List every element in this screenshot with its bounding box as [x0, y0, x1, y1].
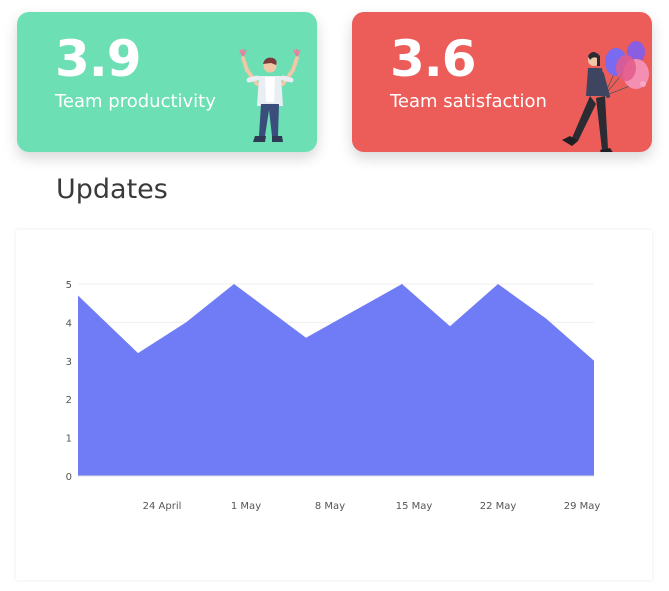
updates-heading: Updates: [56, 174, 168, 205]
y-tick-label: 2: [66, 395, 72, 406]
team-productivity-card: 3.9 Team productivity: [17, 12, 317, 152]
x-tick-label: 1 May: [231, 501, 261, 512]
x-tick-label: 29 May: [564, 501, 601, 512]
y-tick-label: 5: [66, 280, 72, 291]
x-tick-label: 15 May: [396, 501, 433, 512]
updates-chart-panel: 0 1 2 3 4 5 24 April 1 May 8 May 15 May 22 May 29 M…: [16, 230, 652, 580]
updates-area-chart: 0 1 2 3 4 5 24 April 1 May 8 May 15 May 22 May 29 M…: [66, 280, 601, 512]
team-productivity-value: 3.9: [55, 30, 142, 88]
area-series-0: [78, 284, 594, 476]
team-productivity-label: Team productivity: [55, 91, 216, 112]
x-tick-label: 24 April: [143, 501, 182, 512]
team-satisfaction-value: 3.6: [390, 30, 477, 88]
y-tick-label: 1: [66, 434, 72, 445]
team-satisfaction-card: 3.6 Team satisfaction: [352, 12, 652, 152]
person-celebrating-illustration: [239, 49, 301, 142]
team-satisfaction-label: Team satisfaction: [390, 91, 547, 112]
y-tick-label: 3: [66, 357, 72, 368]
y-tick-label: 4: [66, 318, 72, 329]
woman-with-balloons-illustration: [562, 41, 649, 152]
y-tick-label: 0: [66, 472, 72, 483]
x-tick-label: 22 May: [480, 501, 517, 512]
x-tick-label: 8 May: [315, 501, 345, 512]
